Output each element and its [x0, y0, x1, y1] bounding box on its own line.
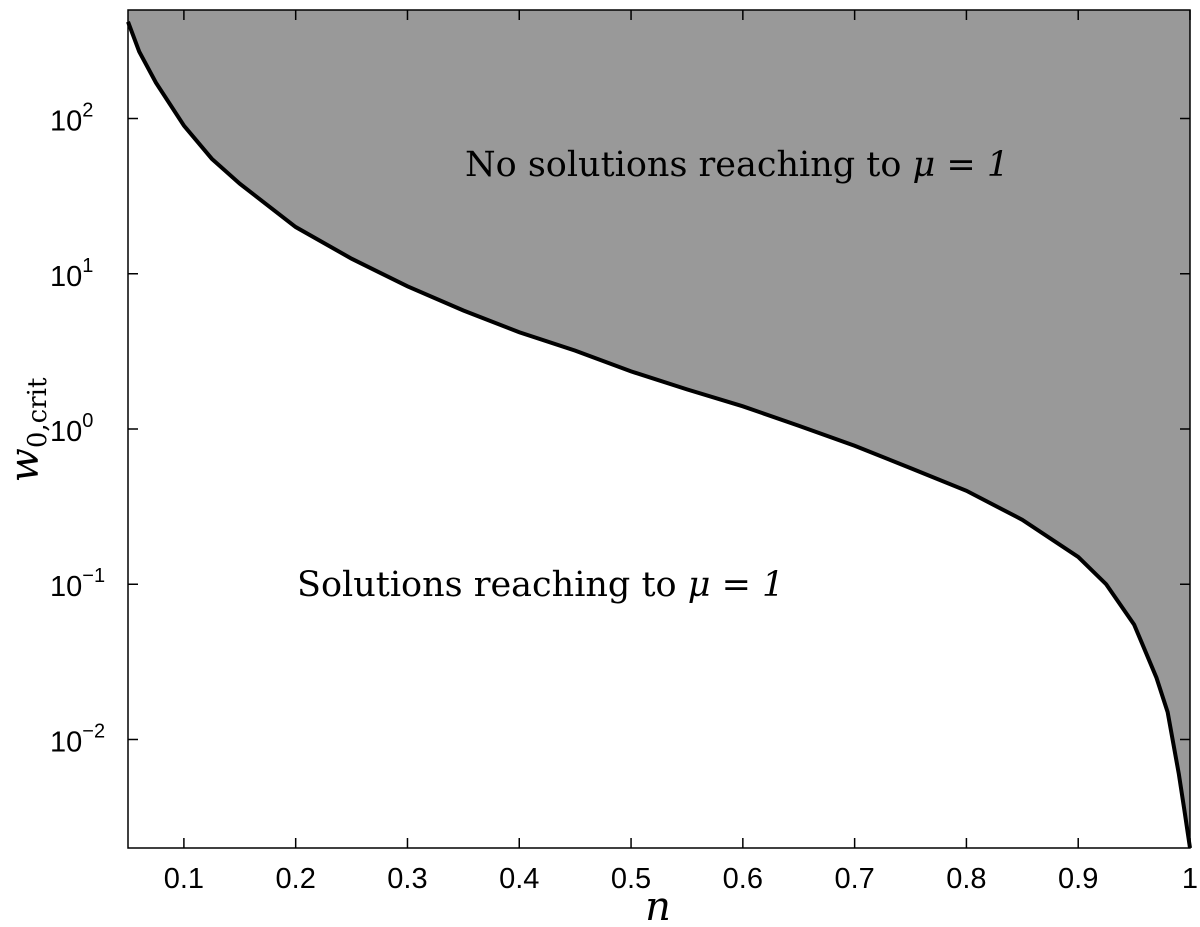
y-tick-label: 101 [50, 255, 93, 293]
y-tick-label: 100 [50, 410, 93, 448]
axis-ticks: 0.1 0.2 0.3 0.4 0.5 0.6 0.7 0.8 0.9 1 10−2 10−1 100 1… [50, 10, 1198, 895]
y-tick-label: 102 [50, 100, 93, 138]
x-tick-label: 1 [1182, 863, 1198, 895]
y-tick-label: 10−1 [50, 565, 105, 603]
x-tick-label: 0.4 [499, 863, 539, 895]
shaded-region [128, 10, 1190, 848]
x-tick-label: 0.1 [164, 863, 204, 895]
x-tick-label: 0.3 [387, 863, 427, 895]
x-tick-label: 0.5 [611, 863, 651, 895]
y-axis-label: w0,crit [2, 377, 53, 482]
annotation-solutions: Solutions reaching to μ = 1 [297, 565, 784, 605]
critical-curve [126, 21, 1192, 849]
x-tick-label: 0.9 [1058, 863, 1098, 895]
x-tick-label: 0.6 [723, 863, 763, 895]
y-tick-label: 10−2 [50, 720, 105, 758]
x-tick-label: 0.2 [276, 863, 316, 895]
x-axis-label: n [645, 884, 671, 927]
annotation-no-solutions: No solutions reaching to μ = 1 [465, 145, 1009, 185]
x-tick-label: 0.8 [946, 863, 986, 895]
plot-area [126, 9, 1192, 849]
x-tick-label: 0.7 [834, 863, 874, 895]
